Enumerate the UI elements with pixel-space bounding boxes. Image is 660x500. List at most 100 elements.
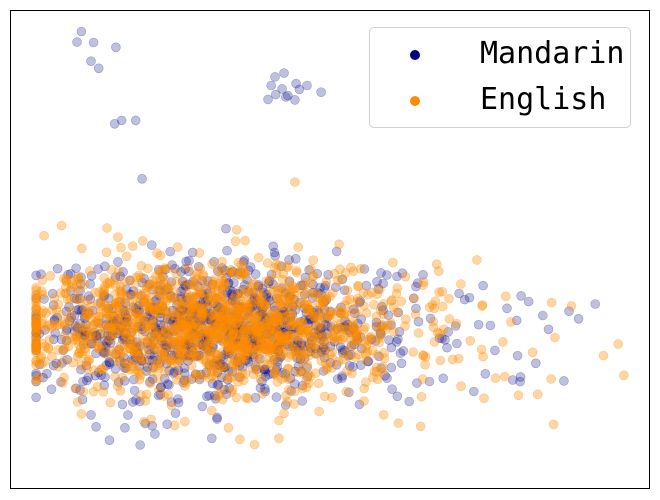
point-mandarin bbox=[257, 376, 267, 387]
point-mandarin bbox=[239, 340, 250, 351]
point-mandarin bbox=[118, 305, 128, 316]
point-english bbox=[340, 268, 351, 278]
point-mandarin bbox=[313, 325, 324, 336]
point-mandarin bbox=[363, 356, 374, 367]
point-mandarin bbox=[206, 315, 217, 325]
point-mandarin bbox=[392, 391, 403, 402]
point-mandarin bbox=[269, 247, 280, 258]
point-english bbox=[96, 364, 106, 374]
point-english bbox=[180, 416, 190, 427]
point-english bbox=[116, 307, 126, 318]
point-mandarin bbox=[228, 320, 239, 331]
point-mandarin bbox=[490, 345, 500, 356]
point-mandarin bbox=[266, 269, 277, 280]
point-english bbox=[434, 287, 445, 298]
point-mandarin bbox=[285, 290, 296, 301]
point-english bbox=[31, 336, 41, 346]
point-mandarin bbox=[228, 335, 238, 346]
point-mandarin bbox=[195, 329, 205, 340]
point-mandarin bbox=[257, 303, 268, 314]
point-mandarin bbox=[197, 341, 207, 351]
point-mandarin bbox=[121, 321, 131, 331]
point-mandarin bbox=[178, 302, 188, 313]
point-english bbox=[306, 278, 317, 289]
point-mandarin bbox=[147, 240, 157, 250]
point-english bbox=[374, 284, 385, 295]
point-mandarin bbox=[78, 376, 88, 387]
point-english bbox=[134, 368, 145, 379]
point-mandarin bbox=[114, 344, 124, 355]
point-mandarin bbox=[257, 307, 268, 318]
point-mandarin bbox=[437, 333, 447, 344]
point-english bbox=[234, 301, 244, 312]
point-mandarin bbox=[145, 376, 155, 387]
point-mandarin bbox=[233, 338, 243, 349]
point-english bbox=[110, 298, 121, 309]
point-english bbox=[253, 294, 264, 304]
point-english bbox=[217, 394, 228, 405]
point-mandarin bbox=[515, 376, 525, 387]
point-english bbox=[279, 329, 289, 339]
point-mandarin bbox=[176, 343, 186, 353]
point-mandarin bbox=[164, 380, 174, 390]
point-mandarin bbox=[255, 353, 265, 364]
point-mandarin bbox=[395, 348, 406, 358]
point-english bbox=[266, 358, 277, 369]
point-mandarin bbox=[291, 78, 301, 89]
point-mandarin bbox=[248, 352, 259, 362]
point-english bbox=[477, 300, 488, 310]
point-mandarin bbox=[232, 309, 242, 320]
point-english bbox=[253, 252, 264, 263]
point-mandarin bbox=[348, 323, 358, 333]
point-english bbox=[238, 327, 248, 337]
point-mandarin bbox=[325, 357, 336, 368]
point-mandarin bbox=[212, 380, 223, 391]
point-mandarin bbox=[139, 273, 149, 284]
point-english bbox=[98, 364, 108, 375]
point-mandarin bbox=[208, 298, 219, 308]
point-english bbox=[316, 304, 327, 314]
point-mandarin bbox=[248, 287, 259, 298]
point-mandarin bbox=[315, 282, 325, 293]
point-mandarin bbox=[31, 313, 41, 324]
point-mandarin bbox=[116, 115, 127, 126]
point-mandarin bbox=[62, 354, 73, 365]
point-english bbox=[360, 322, 370, 333]
point-english bbox=[327, 320, 338, 331]
point-mandarin bbox=[133, 347, 143, 358]
point-english bbox=[310, 368, 321, 378]
point-english bbox=[257, 291, 268, 302]
point-english bbox=[272, 311, 283, 322]
point-mandarin bbox=[404, 396, 415, 407]
point-mandarin bbox=[119, 352, 129, 363]
point-mandarin bbox=[269, 344, 280, 355]
point-mandarin bbox=[133, 349, 144, 360]
point-english bbox=[179, 344, 189, 354]
point-english bbox=[416, 391, 427, 402]
point-english bbox=[260, 346, 270, 357]
point-english bbox=[325, 349, 336, 360]
point-english bbox=[117, 325, 127, 335]
point-mandarin bbox=[221, 223, 231, 234]
point-mandarin bbox=[103, 330, 113, 341]
point-english bbox=[37, 286, 47, 297]
point-mandarin bbox=[139, 315, 149, 326]
point-mandarin bbox=[56, 377, 66, 387]
point-english bbox=[145, 378, 155, 389]
point-mandarin bbox=[136, 290, 146, 301]
point-mandarin bbox=[145, 310, 156, 321]
point-english bbox=[248, 369, 259, 380]
point-mandarin bbox=[145, 349, 155, 360]
point-mandarin bbox=[190, 321, 200, 331]
point-english bbox=[197, 324, 208, 334]
point-mandarin bbox=[305, 343, 316, 353]
point-mandarin bbox=[305, 346, 315, 357]
point-mandarin bbox=[158, 326, 168, 337]
point-english bbox=[282, 262, 292, 273]
point-mandarin bbox=[233, 357, 243, 368]
point-mandarin bbox=[213, 333, 224, 343]
point-english bbox=[62, 294, 73, 305]
point-mandarin bbox=[330, 282, 341, 293]
point-mandarin bbox=[304, 315, 314, 325]
point-english bbox=[256, 293, 266, 303]
